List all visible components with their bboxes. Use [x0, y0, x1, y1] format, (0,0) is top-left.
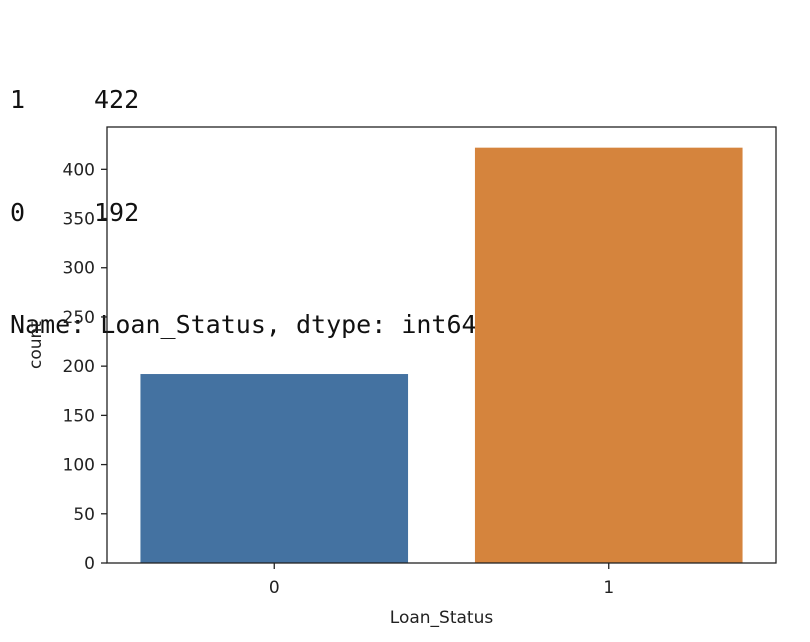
- x-tick-label: 1: [603, 578, 614, 598]
- value-count-number: 422: [94, 85, 140, 114]
- y-tick-label: 250: [63, 308, 95, 328]
- y-tick-label: 400: [63, 160, 95, 180]
- cell-output: 1 422 0 192 Name: Loan_Status, dtype: int6…: [10, 6, 477, 381]
- y-tick-label: 200: [63, 357, 95, 377]
- value-count-row: 0 192: [10, 194, 477, 232]
- y-tick-label: 100: [63, 456, 95, 476]
- value-count-key: 1: [10, 85, 26, 114]
- value-count-key: 0: [10, 197, 26, 227]
- y-tick-label: 150: [63, 406, 95, 426]
- value-count-number: 192: [94, 197, 140, 227]
- bar-1: [474, 147, 743, 564]
- value-count-row: 1 422: [10, 81, 477, 119]
- plot-frame: [106, 126, 777, 564]
- bar-0: [140, 374, 409, 563]
- series-name-line: Name: Loan_Status, dtype: int64: [10, 310, 477, 339]
- x-tick-label: 0: [269, 578, 280, 598]
- y-tick-label: 50: [73, 505, 95, 525]
- y-tick-label: 300: [63, 259, 95, 279]
- y-tick-label: 350: [63, 210, 95, 230]
- y-axis-label: count: [26, 321, 46, 369]
- x-axis-label: Loan_Status: [390, 608, 494, 628]
- y-tick-label: 0: [84, 554, 95, 574]
